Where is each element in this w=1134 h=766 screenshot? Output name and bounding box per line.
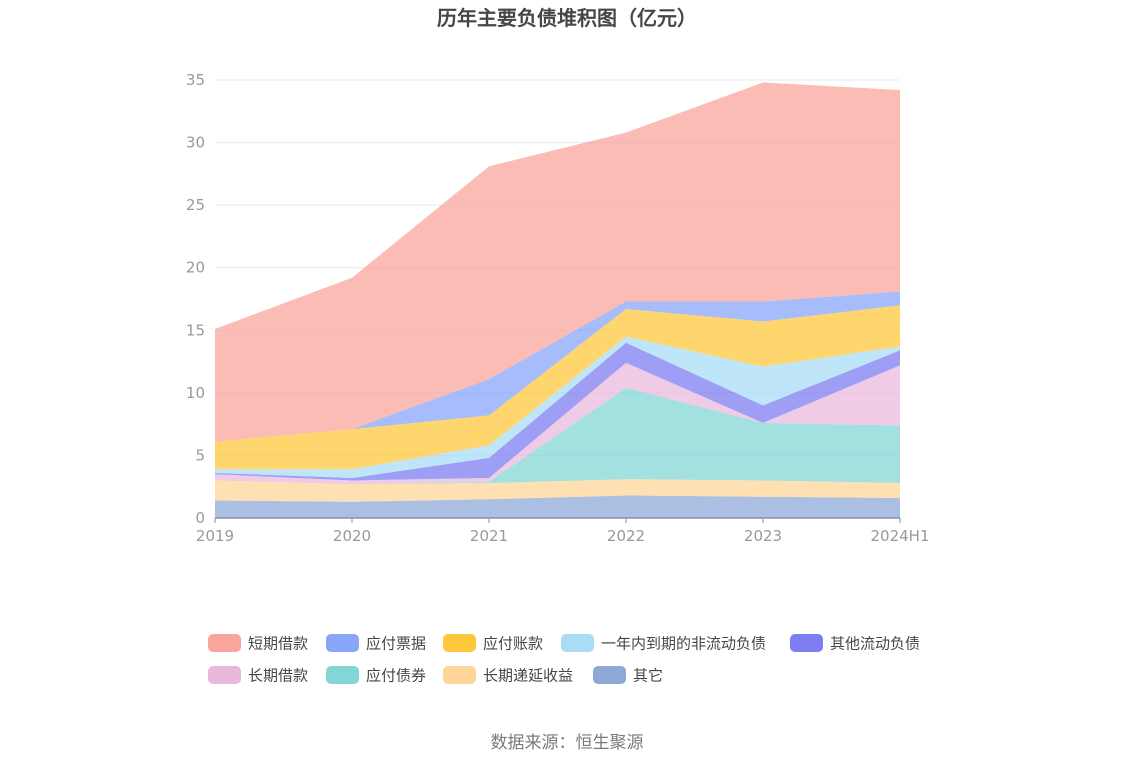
area-series-8	[215, 82, 900, 442]
chart-title: 历年主要负债堆积图（亿元）	[437, 6, 697, 30]
area-series-0	[215, 495, 900, 518]
area-series-2	[215, 387, 900, 485]
legend-item[interactable]: 长期递延收益	[443, 666, 573, 685]
x-tick-label: 2023	[744, 527, 782, 545]
source-note: 数据来源：恒生聚源	[491, 733, 644, 753]
y-tick-label: 25	[186, 196, 205, 214]
plot-areas	[215, 82, 900, 518]
legend-item[interactable]: 短期借款	[208, 634, 308, 653]
legend-label: 其它	[633, 667, 663, 685]
x-tick-label: 2021	[470, 527, 508, 545]
x-tick-label: 2020	[333, 527, 371, 545]
legend-swatch	[593, 666, 626, 684]
legend-label: 长期借款	[248, 667, 308, 685]
axes: 0 5 10 15 20 25 30 35 2019 2020 2021 2022 2023 2024H1	[186, 71, 930, 545]
y-tick-label: 35	[186, 71, 205, 89]
y-tick-label: 10	[186, 384, 205, 402]
legend-label: 长期递延收益	[483, 667, 573, 685]
legend-swatch	[208, 666, 241, 684]
legend-swatch	[208, 634, 241, 652]
legend-item[interactable]: 长期借款	[208, 666, 308, 685]
area-series-1	[215, 479, 900, 502]
legend-item[interactable]: 其它	[593, 666, 663, 685]
x-tick-label: 2024H1	[871, 527, 930, 545]
legend-item[interactable]: 应付账款	[443, 634, 543, 653]
area-series-5	[215, 336, 900, 478]
legend-item[interactable]: 一年内到期的非流动负债	[561, 634, 766, 653]
legend-label: 应付债券	[366, 667, 426, 685]
legend-label: 应付账款	[483, 635, 543, 653]
legend-swatch	[443, 666, 476, 684]
area-series-6	[215, 305, 900, 470]
x-tick-label: 2022	[607, 527, 645, 545]
y-tick-label: 20	[186, 259, 205, 277]
legend-label: 短期借款	[248, 635, 308, 653]
legend-label: 其他流动负债	[830, 635, 920, 653]
y-tick-label: 15	[186, 321, 205, 339]
legend-label: 应付票据	[366, 635, 426, 653]
legend-swatch	[326, 666, 359, 684]
legend-label: 一年内到期的非流动负债	[601, 635, 766, 653]
legend-swatch	[326, 634, 359, 652]
legend-item[interactable]: 应付债券	[326, 666, 426, 685]
y-tick-label: 30	[186, 134, 205, 152]
y-tick-label: 5	[195, 446, 205, 464]
legend-swatch	[790, 634, 823, 652]
legend-swatch	[561, 634, 594, 652]
legend-item[interactable]: 其他流动负债	[790, 634, 920, 653]
x-tick-label: 2019	[196, 527, 234, 545]
y-tick-label: 0	[195, 509, 205, 527]
area-series-4	[215, 342, 900, 481]
area-series-3	[215, 362, 900, 485]
legend-item[interactable]: 应付票据	[326, 634, 426, 653]
area-series-7	[215, 291, 900, 442]
legend-swatch	[443, 634, 476, 652]
